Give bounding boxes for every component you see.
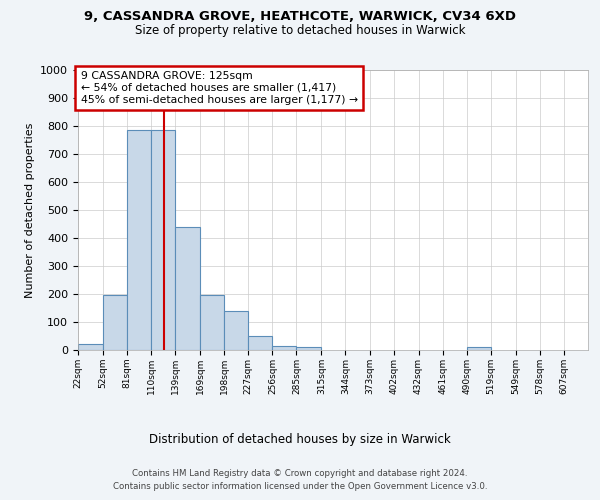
Text: Distribution of detached houses by size in Warwick: Distribution of detached houses by size … <box>149 432 451 446</box>
Bar <box>103 296 127 350</box>
Bar <box>200 296 224 350</box>
Text: Contains public sector information licensed under the Open Government Licence v3: Contains public sector information licen… <box>113 482 487 491</box>
Bar <box>78 344 103 350</box>
Bar <box>224 311 248 350</box>
Bar <box>248 336 272 350</box>
Bar <box>467 347 491 350</box>
Text: Size of property relative to detached houses in Warwick: Size of property relative to detached ho… <box>135 24 465 37</box>
Bar <box>272 346 296 350</box>
Text: Contains HM Land Registry data © Crown copyright and database right 2024.: Contains HM Land Registry data © Crown c… <box>132 469 468 478</box>
Text: 9, CASSANDRA GROVE, HEATHCOTE, WARWICK, CV34 6XD: 9, CASSANDRA GROVE, HEATHCOTE, WARWICK, … <box>84 10 516 23</box>
Y-axis label: Number of detached properties: Number of detached properties <box>25 122 35 298</box>
Text: 9 CASSANDRA GROVE: 125sqm
← 54% of detached houses are smaller (1,417)
45% of se: 9 CASSANDRA GROVE: 125sqm ← 54% of detac… <box>80 72 358 104</box>
Bar <box>127 130 151 350</box>
Bar <box>151 130 175 350</box>
Bar <box>175 227 200 350</box>
Bar <box>296 347 322 350</box>
